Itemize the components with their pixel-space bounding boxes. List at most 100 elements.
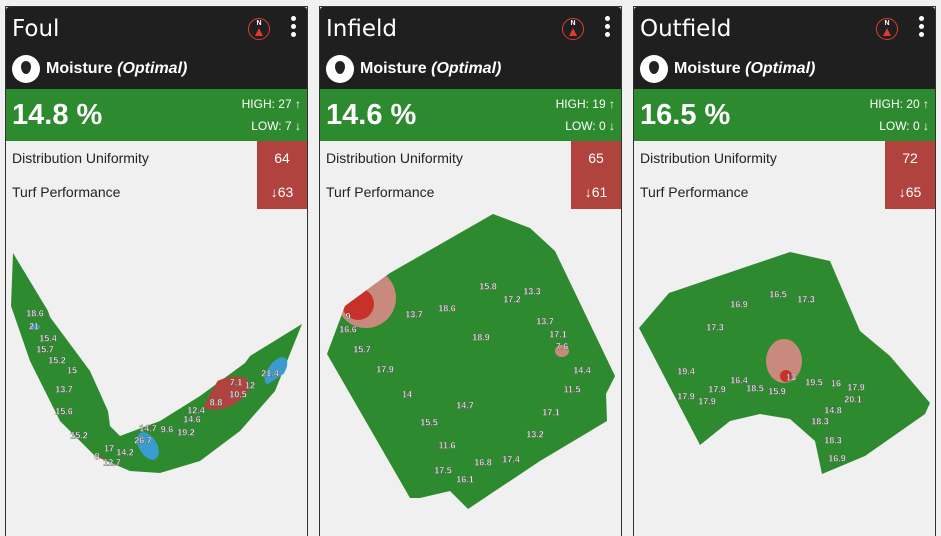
sensor-reading[interactable]: 8 (94, 451, 99, 461)
sensor-reading[interactable]: 11.5 (563, 384, 580, 394)
compass-north-icon[interactable]: N (562, 18, 584, 40)
sensor-reading[interactable]: 12 (245, 380, 255, 390)
sensor-reading[interactable]: 14.6 (183, 414, 201, 424)
sensor-reading[interactable]: 16.1 (456, 474, 474, 484)
tp-score: ↓63 (257, 175, 307, 209)
sensor-reading[interactable]: 16.9 (730, 299, 748, 309)
sensor-reading[interactable]: 12.7 (103, 457, 121, 467)
arrow-down-icon: ↓ (584, 184, 592, 200)
sensor-reading[interactable]: 15.8 (479, 281, 497, 291)
more-options-icon[interactable] (919, 16, 925, 37)
distribution-uniformity-row: Distribution Uniformity 64 (6, 141, 307, 175)
sensor-reading[interactable]: 17.9 (708, 384, 726, 394)
sensor-reading[interactable]: 16.8 (474, 457, 492, 467)
sensor-reading[interactable]: 16.4 (730, 375, 748, 385)
metric-name: Moisture (674, 60, 741, 77)
sensor-reading[interactable]: 15 (67, 365, 77, 375)
sensor-reading[interactable]: 13.7 (55, 384, 73, 394)
sensor-reading[interactable]: 15.4 (39, 333, 57, 343)
high-text: HIGH: 20 (869, 97, 920, 111)
sensor-reading[interactable]: 13.3 (523, 286, 541, 296)
sensor-reading[interactable]: 17.3 (706, 322, 724, 332)
tp-value: 63 (277, 184, 294, 200)
moisture-value: 14.6 % (326, 99, 417, 131)
sensor-reading[interactable]: 9.6 (161, 424, 174, 434)
sensor-reading[interactable]: 17.9 (847, 382, 865, 392)
sensor-reading[interactable]: 18.3 (824, 435, 842, 445)
sensor-reading[interactable]: 16.6 (339, 324, 357, 334)
sensor-reading[interactable]: 13 (786, 372, 796, 382)
sensor-reading[interactable]: 17.1 (549, 329, 567, 339)
sensor-reading[interactable]: 17.9 (698, 396, 716, 406)
sensor-reading[interactable]: 15.6 (55, 406, 73, 416)
arrow-down-icon: ↓ (923, 119, 929, 133)
sensor-reading[interactable]: 9 (345, 311, 350, 321)
sensor-reading[interactable]: 17.9 (677, 391, 695, 401)
sensor-reading[interactable]: 14.7 (456, 400, 474, 410)
metric-name: Moisture (360, 60, 427, 77)
sensor-reading[interactable]: 18.6 (26, 308, 44, 318)
sensor-reading[interactable]: 17.4 (502, 454, 520, 464)
sensor-reading[interactable]: 18.5 (746, 383, 764, 393)
sensor-reading[interactable]: 15.7 (353, 344, 371, 354)
moisture-map[interactable]: 15.8 13.317.2 13.7 18.6 16.6 9 13.7 17.1 7.6 18.9… (320, 209, 621, 531)
moisture-map[interactable]: 18.62115.415.715.21513.715.615.281712.71… (6, 209, 307, 531)
sensor-reading[interactable]: 17.2 (503, 294, 521, 304)
sensor-reading[interactable]: 20.1 (844, 394, 862, 404)
sensor-reading[interactable]: 21 (29, 321, 39, 331)
sensor-reading[interactable]: 17.3 (797, 294, 815, 304)
sensor-reading[interactable]: 15.2 (70, 430, 88, 440)
sensor-reading[interactable]: 14 (402, 389, 412, 399)
sensor-reading[interactable]: 17.1 (542, 407, 560, 417)
sensor-reading[interactable]: 17.9 (376, 364, 394, 374)
sensor-reading[interactable]: 10.5 (229, 389, 247, 399)
sensor-reading[interactable]: 19.2 (177, 427, 195, 437)
sensor-reading[interactable]: 13.7 (536, 316, 554, 326)
sensor-reading[interactable]: 7.6 (556, 341, 569, 351)
sensor-reading[interactable]: 7.1 (230, 377, 243, 387)
sensor-reading[interactable]: 15.9 (768, 386, 786, 396)
metric-label: Moisture (Optimal) (360, 60, 501, 78)
sensor-reading[interactable]: 21.4 (261, 368, 279, 378)
sensor-reading[interactable]: 17 (104, 443, 114, 453)
sensor-reading[interactable]: 11.6 (438, 440, 455, 450)
more-options-icon[interactable] (605, 16, 611, 37)
turf-area (11, 253, 302, 473)
du-label: Distribution Uniformity (640, 150, 777, 166)
sensor-reading[interactable]: 18.6 (438, 303, 456, 313)
sensor-reading[interactable]: 13.7 (405, 309, 423, 319)
sensor-reading[interactable]: 13.2 (526, 429, 544, 439)
sensor-reading[interactable]: 16 (831, 378, 841, 388)
sensor-reading[interactable]: 18.3 (811, 416, 829, 426)
sensor-reading[interactable]: 14.7 (139, 423, 157, 433)
sensor-reading[interactable]: 16.5 (769, 289, 787, 299)
moisture-map[interactable]: 16.5 17.3 16.9 17.3 19.4 16.4 17.9 18.5 15.913 19… (634, 209, 935, 531)
sensor-reading[interactable]: 15.5 (420, 417, 438, 427)
sensor-reading[interactable]: 19.5 (805, 377, 823, 387)
sensor-reading[interactable]: 14.2 (116, 447, 134, 457)
compass-north-icon[interactable]: N (248, 18, 270, 40)
du-score: 65 (571, 141, 621, 175)
card-header: Infield N Moisture (Optimal) (320, 7, 621, 89)
moisture-zone-blob (780, 370, 792, 382)
zone-card-foul: Foul N Moisture (Optimal) 14.8 % HIGH: 2… (5, 6, 308, 536)
arrow-down-icon: ↓ (270, 184, 278, 200)
sensor-reading[interactable]: 8.8 (210, 397, 223, 407)
sensor-reading[interactable]: 18.9 (472, 332, 490, 342)
sensor-reading[interactable]: 17.5 (434, 465, 452, 475)
arrow-up-icon: ↑ (923, 97, 929, 111)
sensor-reading[interactable]: 15.2 (48, 355, 66, 365)
moisture-zone-blob (30, 324, 40, 330)
compass-north-icon[interactable]: N (876, 18, 898, 40)
sensor-reading[interactable]: 15.7 (36, 344, 54, 354)
sensor-reading[interactable]: 14.4 (573, 365, 591, 375)
moisture-drop-icon (640, 55, 668, 83)
metric-name: Moisture (46, 60, 113, 77)
more-options-icon[interactable] (291, 16, 297, 37)
sensor-reading[interactable]: 12.4 (187, 405, 205, 415)
sensor-reading[interactable]: 19.4 (677, 366, 695, 376)
sensor-reading[interactable]: 16.9 (828, 453, 846, 463)
sensor-reading[interactable]: 26.7 (134, 435, 152, 445)
moisture-summary: 14.6 % HIGH: 19 ↑ LOW: 0 ↓ (320, 89, 621, 141)
sensor-reading[interactable]: 14.8 (824, 405, 842, 415)
